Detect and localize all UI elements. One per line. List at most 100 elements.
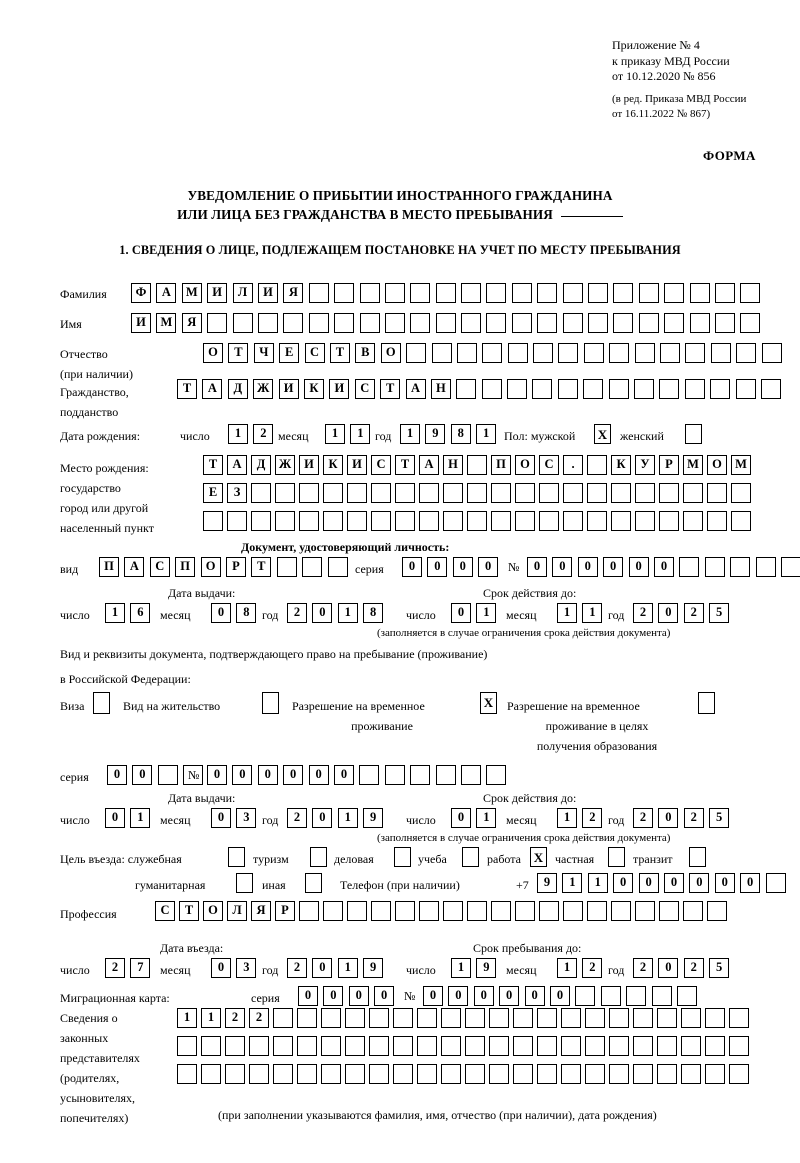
surname-cell-13[interactable] (435, 283, 456, 303)
birthplace-city-cell-14[interactable] (515, 483, 535, 503)
permit-issue-month-cell-2[interactable]: 3 (236, 808, 257, 828)
birthplace-city2-cell-10[interactable] (419, 511, 439, 531)
profession-cell-20[interactable] (611, 901, 631, 921)
purpose-service-checkbox[interactable] (228, 847, 245, 867)
surname-cell-19[interactable] (588, 283, 609, 303)
legal-rep-r1-cell-19[interactable] (609, 1008, 629, 1028)
legal-rep-r2-cell-9[interactable] (369, 1036, 389, 1056)
permit-number-cell-6[interactable]: 0 (333, 765, 354, 785)
legal-rep-grid-row3[interactable] (177, 1064, 753, 1084)
surname-cell-6[interactable]: И (257, 283, 278, 303)
legal-rep-r2-cell-14[interactable] (489, 1036, 509, 1056)
patronymic-cell-9[interactable] (406, 343, 427, 363)
doc-kind-cell-7[interactable]: Т (251, 557, 272, 577)
legal-rep-r2-cell-23[interactable] (705, 1036, 725, 1056)
citizenship-cell-20[interactable] (659, 379, 680, 399)
surname-cell-3[interactable]: М (181, 283, 202, 303)
permit-valid-month-cell-2[interactable]: 2 (582, 808, 603, 828)
birthplace-state-cell-13[interactable]: П (491, 455, 511, 475)
permit-issue-day-cell-1[interactable]: 0 (105, 808, 125, 828)
doc-issue-year-cell-3[interactable]: 1 (337, 603, 358, 623)
birthplace-city-cell-22[interactable] (707, 483, 727, 503)
birthplace-city-cell-13[interactable] (491, 483, 511, 503)
purpose-tourism-checkbox[interactable] (310, 847, 327, 867)
legal-rep-r2-cell-22[interactable] (681, 1036, 701, 1056)
legal-rep-r2-cell-12[interactable] (441, 1036, 461, 1056)
doc-valid-day-cell-1[interactable]: 0 (451, 603, 471, 623)
purpose-private-checkbox[interactable] (608, 847, 625, 867)
birthplace-state-cell-5[interactable]: И (299, 455, 319, 475)
legal-rep-r3-cell-7[interactable] (321, 1064, 341, 1084)
birthplace-city-cell-6[interactable] (323, 483, 343, 503)
citizenship-cell-9[interactable]: Т (380, 379, 401, 399)
birthplace-city-cell-10[interactable] (419, 483, 439, 503)
birthplace-state-cell-1[interactable]: Т (203, 455, 223, 475)
purpose-study-checkbox[interactable] (462, 847, 479, 867)
citizenship-cell-23[interactable] (735, 379, 756, 399)
profession-cell-6[interactable]: Р (275, 901, 295, 921)
legal-rep-r3-cell-5[interactable] (273, 1064, 293, 1084)
phone-cell-10[interactable] (765, 873, 786, 893)
legal-rep-r1-cell-6[interactable] (297, 1008, 317, 1028)
permit-series-cell-2[interactable]: 0 (132, 765, 153, 785)
migration-number-cell-3[interactable]: 0 (473, 986, 494, 1006)
name-cell-3[interactable]: Я (181, 313, 202, 333)
patronymic-cell-17[interactable] (609, 343, 630, 363)
birthplace-city-cell-5[interactable] (299, 483, 319, 503)
doc-number-cell-4[interactable]: 0 (603, 557, 624, 577)
legal-rep-r1-cell-17[interactable] (561, 1008, 581, 1028)
permit-issue-year-cell-4[interactable]: 9 (363, 808, 384, 828)
birthplace-city2-cell-5[interactable] (299, 511, 319, 531)
citizenship-cell-16[interactable] (557, 379, 578, 399)
doc-kind-cell-9[interactable] (302, 557, 323, 577)
citizenship-cell-8[interactable]: С (354, 379, 375, 399)
doc-issue-year-cell-2[interactable]: 0 (312, 603, 333, 623)
permit-number-cell-1[interactable]: 0 (207, 765, 227, 785)
legal-rep-r2-cell-11[interactable] (417, 1036, 437, 1056)
citizenship-cell-4[interactable]: Ж (253, 379, 274, 399)
birth-year-cell-2[interactable]: 9 (425, 424, 446, 444)
legal-rep-r2-cell-19[interactable] (609, 1036, 629, 1056)
doc-kind-cell-2[interactable]: А (124, 557, 145, 577)
legal-rep-r1-cell-10[interactable] (393, 1008, 413, 1028)
entry-year-cell-4[interactable]: 9 (363, 958, 384, 978)
patronymic-cell-1[interactable]: О (203, 343, 223, 363)
citizenship-cell-1[interactable]: Т (177, 379, 197, 399)
legal-rep-r2-cell-16[interactable] (537, 1036, 557, 1056)
permit-series-cell-1[interactable]: 0 (107, 765, 127, 785)
birthplace-city2-cell-13[interactable] (491, 511, 511, 531)
birthplace-city-cell-20[interactable] (659, 483, 679, 503)
doc-issue-year-cell-4[interactable]: 8 (363, 603, 384, 623)
citizenship-cell-7[interactable]: И (329, 379, 350, 399)
residence-permit-checkbox[interactable] (262, 692, 279, 714)
surname-cell-14[interactable] (461, 283, 482, 303)
permit-valid-year-cell-2[interactable]: 0 (658, 808, 679, 828)
citizenship-cell-24[interactable] (760, 379, 781, 399)
legal-rep-r2-cell-1[interactable] (177, 1036, 197, 1056)
surname-cell-12[interactable] (410, 283, 431, 303)
surname-cell-23[interactable] (689, 283, 710, 303)
profession-cell-24[interactable] (707, 901, 727, 921)
permit-valid-month-cell-1[interactable]: 1 (557, 808, 577, 828)
birth-day-cell-1[interactable]: 1 (228, 424, 248, 444)
profession-cell-15[interactable] (491, 901, 511, 921)
patronymic-cell-15[interactable] (558, 343, 579, 363)
patronymic-cell-22[interactable] (736, 343, 757, 363)
doc-number-cell-3[interactable]: 0 (577, 557, 598, 577)
permit-number-cell-11[interactable] (460, 765, 481, 785)
doc-valid-year-cell-3[interactable]: 2 (683, 603, 704, 623)
legal-rep-r3-cell-22[interactable] (681, 1064, 701, 1084)
doc-kind-cell-4[interactable]: П (175, 557, 196, 577)
citizenship-cell-15[interactable] (532, 379, 553, 399)
birthplace-city-cell-11[interactable] (443, 483, 463, 503)
citizenship-cell-2[interactable]: А (202, 379, 223, 399)
patronymic-cell-20[interactable] (685, 343, 706, 363)
doc-valid-year-cell-2[interactable]: 0 (658, 603, 679, 623)
birthplace-city-cell-18[interactable] (611, 483, 631, 503)
